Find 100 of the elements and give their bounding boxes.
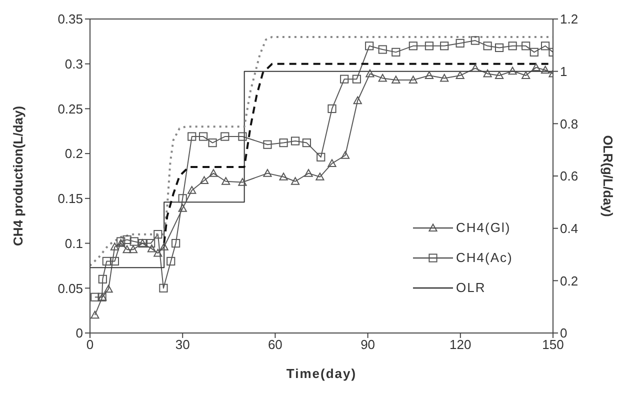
point bbox=[456, 38, 464, 48]
point bbox=[424, 71, 434, 80]
point bbox=[408, 42, 418, 50]
y2-tick-label: 0.4 bbox=[560, 220, 578, 236]
point bbox=[522, 71, 530, 80]
point bbox=[208, 138, 217, 148]
point bbox=[263, 169, 272, 177]
point bbox=[540, 66, 550, 74]
y2-tick-label: 0.2 bbox=[560, 273, 578, 288]
point bbox=[508, 66, 517, 75]
point bbox=[456, 71, 464, 80]
point bbox=[154, 248, 162, 257]
point bbox=[328, 159, 336, 167]
point bbox=[408, 76, 418, 84]
point bbox=[532, 63, 540, 71]
point bbox=[290, 177, 300, 185]
point bbox=[316, 172, 324, 180]
point bbox=[146, 238, 156, 248]
point bbox=[238, 132, 247, 141]
x-tick-label: 90 bbox=[360, 337, 376, 352]
point bbox=[122, 235, 132, 244]
point bbox=[540, 42, 550, 50]
legend-label: CH4(Gl) bbox=[456, 219, 511, 237]
y-tick-label: 0.25 bbox=[58, 101, 83, 116]
point bbox=[290, 136, 300, 146]
point bbox=[122, 245, 132, 254]
legend-label: OLR bbox=[456, 279, 486, 297]
point bbox=[166, 256, 176, 266]
point bbox=[392, 48, 400, 56]
x-tick-label: 120 bbox=[450, 337, 472, 352]
point bbox=[483, 69, 492, 78]
point bbox=[238, 178, 247, 186]
y-tick-label: 0 bbox=[76, 326, 83, 341]
x-tick-label: 60 bbox=[268, 337, 282, 352]
y-tick-label: 0.1 bbox=[64, 236, 83, 251]
point bbox=[530, 48, 538, 56]
point bbox=[302, 138, 311, 148]
point bbox=[508, 42, 517, 50]
point bbox=[178, 204, 187, 212]
y-tick-label: 0.05 bbox=[58, 280, 83, 296]
point bbox=[365, 42, 374, 50]
point bbox=[494, 71, 504, 80]
y-tick-label: 0.15 bbox=[58, 191, 83, 206]
point bbox=[378, 45, 387, 54]
point bbox=[104, 284, 113, 293]
point bbox=[378, 74, 387, 82]
point bbox=[328, 104, 336, 114]
point bbox=[159, 284, 168, 292]
point bbox=[209, 169, 218, 177]
point bbox=[352, 74, 361, 84]
y2-tick-label: 0.6 bbox=[560, 168, 578, 184]
point bbox=[483, 42, 492, 50]
point bbox=[279, 172, 288, 180]
point bbox=[340, 74, 349, 84]
y2-axis-title: OLR(g/L/day) bbox=[600, 135, 616, 217]
point bbox=[316, 152, 326, 162]
x-tick-label: 30 bbox=[175, 337, 190, 352]
point bbox=[154, 230, 162, 239]
y-tick-label: 0.3 bbox=[64, 56, 83, 72]
point bbox=[130, 237, 138, 246]
point bbox=[340, 151, 350, 159]
point bbox=[198, 132, 208, 141]
point bbox=[220, 132, 230, 141]
point bbox=[178, 194, 187, 203]
point bbox=[200, 176, 209, 184]
y2-tick-label: 1 bbox=[560, 64, 568, 79]
point bbox=[90, 310, 100, 319]
point bbox=[440, 74, 449, 82]
y-axis-title: CH4 production(L/day) bbox=[10, 106, 26, 246]
point bbox=[147, 244, 156, 252]
point bbox=[110, 242, 119, 250]
y2-tick-label: 0.8 bbox=[560, 116, 578, 132]
y-tick-label: 0.2 bbox=[64, 146, 83, 162]
y2-tick-label: 1.2 bbox=[560, 12, 578, 27]
point bbox=[90, 292, 100, 302]
point bbox=[392, 76, 400, 84]
point bbox=[172, 238, 180, 248]
point bbox=[188, 132, 196, 141]
x-axis-title: Time(day) bbox=[286, 366, 357, 381]
x-tick-label: 0 bbox=[86, 337, 94, 352]
point bbox=[222, 177, 230, 185]
point bbox=[98, 274, 107, 284]
point bbox=[366, 69, 374, 78]
point bbox=[494, 43, 504, 52]
point bbox=[102, 256, 111, 266]
point bbox=[263, 140, 272, 149]
point bbox=[440, 42, 449, 50]
point bbox=[470, 36, 480, 45]
point bbox=[188, 186, 196, 194]
point bbox=[522, 42, 530, 50]
point bbox=[128, 245, 138, 254]
point bbox=[353, 96, 362, 104]
point bbox=[424, 42, 434, 50]
point bbox=[304, 169, 313, 177]
point bbox=[110, 256, 119, 266]
y-tick-label: 0.35 bbox=[58, 12, 83, 27]
legend-label: CH4(Ac) bbox=[456, 249, 513, 267]
point bbox=[279, 138, 288, 148]
point bbox=[160, 242, 168, 250]
point bbox=[470, 64, 480, 72]
